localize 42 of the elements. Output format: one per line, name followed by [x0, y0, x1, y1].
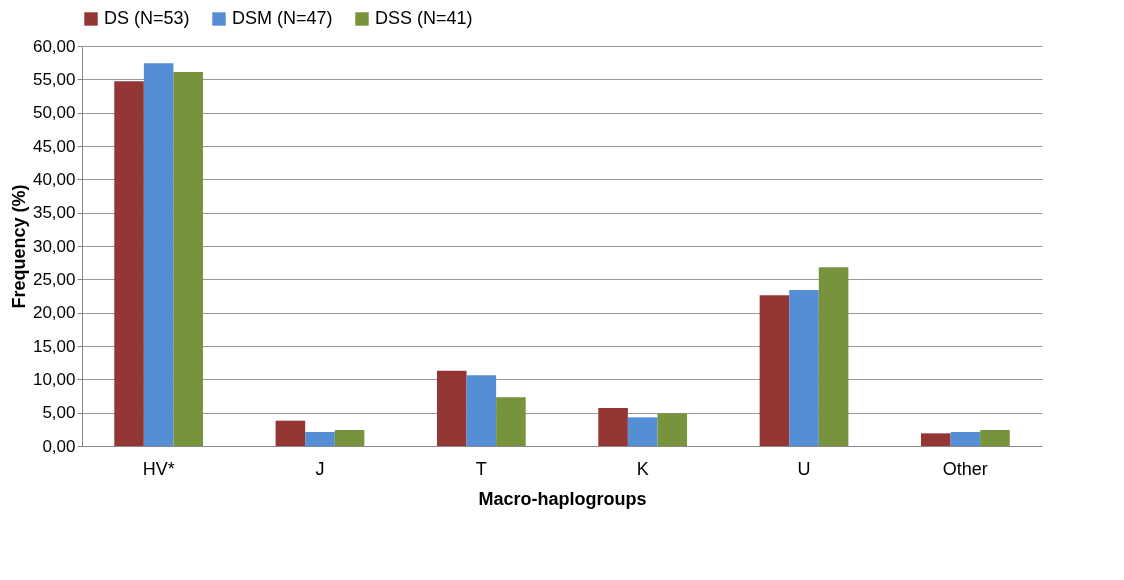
bar: [818, 267, 849, 446]
bar: [173, 72, 204, 446]
x-tick-label: Other: [942, 458, 988, 479]
bar: [436, 370, 467, 446]
bar: [598, 408, 628, 446]
legend-label: DS (N=53): [104, 8, 190, 28]
bar: [920, 433, 951, 446]
bar: [334, 430, 365, 446]
y-tick-label: 20,00: [32, 303, 76, 323]
x-axis-title: Macro-haplogroups: [478, 488, 647, 509]
y-tick-label: 30,00: [32, 236, 76, 256]
x-tick-label: HV*: [142, 458, 175, 479]
y-tick-label: 0,00: [42, 436, 76, 456]
bar: [759, 295, 790, 446]
bar: [305, 432, 335, 446]
bar: [275, 420, 306, 446]
bar: [627, 417, 658, 446]
y-tick-label: 35,00: [32, 203, 76, 223]
y-tick-label: 15,00: [32, 336, 76, 356]
legend-label: DSS (N=41): [375, 8, 473, 28]
x-tick-label: T: [475, 458, 487, 479]
y-tick-label: 40,00: [32, 169, 76, 189]
bar: [143, 63, 174, 446]
bar: [789, 290, 819, 446]
y-tick-label: 25,00: [32, 269, 76, 289]
y-tick-label: 60,00: [32, 36, 76, 56]
bar: [657, 413, 688, 446]
y-tick-label: 55,00: [32, 69, 76, 89]
y-tick-label: 45,00: [32, 136, 76, 156]
x-tick-label: J: [315, 458, 325, 479]
bar: [114, 81, 144, 446]
bar: [466, 375, 497, 446]
y-tick-label: 10,00: [32, 369, 76, 389]
legend-label: DSM (N=47): [232, 8, 333, 28]
bar: [496, 397, 526, 446]
bar: [980, 430, 1010, 446]
y-tick-label: 5,00: [42, 403, 76, 423]
y-axis-title: Frequency (%): [8, 184, 29, 309]
x-tick-label: U: [797, 458, 811, 479]
x-tick-label: K: [636, 458, 649, 479]
y-tick-label: 50,00: [32, 103, 76, 123]
bar: [950, 432, 981, 446]
